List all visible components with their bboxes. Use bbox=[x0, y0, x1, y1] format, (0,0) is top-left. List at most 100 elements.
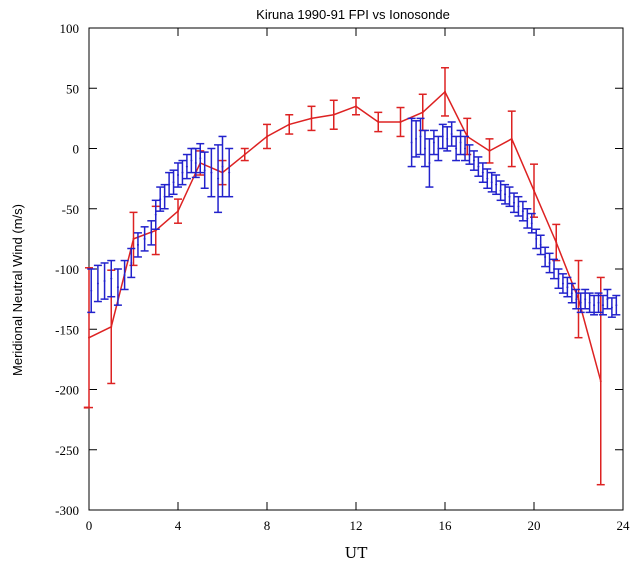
data-point bbox=[593, 304, 596, 307]
data-point bbox=[615, 304, 618, 307]
data-point bbox=[410, 141, 413, 144]
series-2 bbox=[87, 117, 621, 318]
data-point bbox=[190, 159, 193, 162]
y-tick-label: -250 bbox=[55, 443, 79, 458]
data-point bbox=[577, 298, 580, 301]
data-point bbox=[601, 304, 604, 307]
data-point bbox=[446, 137, 449, 140]
data-point bbox=[136, 243, 139, 246]
data-point bbox=[599, 380, 602, 383]
chart-title: Kiruna 1990-91 FPI vs Ionosonde bbox=[256, 7, 450, 22]
data-point bbox=[288, 123, 291, 126]
data-point bbox=[597, 301, 600, 304]
data-point bbox=[486, 177, 489, 180]
data-point bbox=[143, 237, 146, 240]
data-point bbox=[177, 174, 179, 177]
data-point bbox=[499, 189, 502, 192]
data-point bbox=[90, 289, 93, 292]
x-axis-label: UT bbox=[345, 544, 368, 562]
data-point bbox=[508, 195, 511, 198]
data-point bbox=[441, 135, 444, 138]
data-point bbox=[468, 153, 471, 156]
data-point bbox=[517, 205, 520, 208]
data-point bbox=[488, 149, 491, 152]
y-tick-label: 0 bbox=[73, 142, 80, 157]
data-point bbox=[103, 280, 106, 283]
data-point bbox=[477, 165, 480, 168]
data-point bbox=[332, 113, 335, 116]
data-point bbox=[210, 171, 213, 174]
data-point bbox=[526, 217, 529, 220]
data-point bbox=[154, 213, 157, 216]
y-tick-label: -100 bbox=[55, 262, 79, 277]
data-point bbox=[181, 171, 184, 174]
data-point bbox=[481, 171, 484, 174]
data-point bbox=[132, 237, 135, 240]
data-point bbox=[464, 147, 467, 150]
data-point bbox=[110, 277, 113, 280]
data-point bbox=[504, 193, 507, 196]
data-point bbox=[539, 243, 542, 246]
data-point bbox=[419, 135, 422, 138]
data-point bbox=[495, 183, 498, 186]
data-point bbox=[512, 201, 515, 204]
x-tick-label: 4 bbox=[175, 518, 182, 533]
data-point bbox=[530, 222, 533, 225]
data-point bbox=[130, 261, 133, 264]
data-point bbox=[588, 301, 591, 304]
data-point bbox=[575, 298, 578, 301]
y-tick-label: -300 bbox=[55, 503, 79, 518]
data-point bbox=[455, 147, 458, 150]
data-point bbox=[116, 286, 119, 289]
data-point bbox=[199, 157, 202, 160]
x-tick-label: 16 bbox=[439, 518, 453, 533]
data-point bbox=[555, 241, 558, 244]
data-point bbox=[377, 120, 380, 123]
data-point bbox=[444, 90, 446, 93]
data-point bbox=[96, 282, 99, 285]
x-tick-label: 12 bbox=[350, 518, 363, 533]
data-point bbox=[561, 282, 564, 285]
data-point bbox=[194, 161, 197, 164]
y-tick-label: -150 bbox=[55, 322, 79, 337]
data-point bbox=[535, 237, 538, 240]
data-point bbox=[217, 177, 220, 180]
data-point bbox=[566, 286, 569, 289]
x-tick-label: 20 bbox=[528, 518, 541, 533]
x-tick-label: 0 bbox=[86, 518, 93, 533]
data-point bbox=[228, 171, 231, 174]
data-point bbox=[221, 165, 224, 168]
data-point bbox=[150, 231, 153, 234]
data-point bbox=[450, 133, 453, 136]
data-point bbox=[243, 153, 246, 156]
data-point bbox=[510, 137, 513, 140]
data-point bbox=[355, 105, 357, 108]
data-point bbox=[579, 301, 582, 304]
y-tick-label: 100 bbox=[60, 21, 80, 36]
data-point bbox=[172, 181, 175, 184]
data-point bbox=[110, 325, 113, 328]
data-point bbox=[88, 336, 90, 339]
data-point bbox=[415, 137, 418, 140]
y-tick-label: -200 bbox=[55, 383, 79, 398]
data-point bbox=[570, 292, 573, 295]
data-point bbox=[159, 198, 162, 201]
x-tick-label: 8 bbox=[264, 518, 271, 533]
data-point bbox=[459, 141, 462, 144]
y-axis-label: Meridional Neutral Wind (m/s) bbox=[10, 204, 25, 376]
data-point bbox=[472, 159, 475, 162]
data-point bbox=[584, 298, 587, 301]
y-tick-label: 50 bbox=[66, 81, 79, 96]
data-point bbox=[177, 210, 179, 213]
data-point bbox=[521, 210, 524, 213]
data-point bbox=[168, 183, 171, 186]
data-point bbox=[423, 147, 426, 150]
data-point bbox=[610, 306, 613, 309]
series-line bbox=[88, 90, 602, 382]
data-point bbox=[548, 261, 551, 264]
data-point bbox=[432, 141, 435, 144]
data-point bbox=[421, 111, 424, 114]
data-point bbox=[399, 120, 402, 123]
data-point bbox=[557, 277, 560, 280]
